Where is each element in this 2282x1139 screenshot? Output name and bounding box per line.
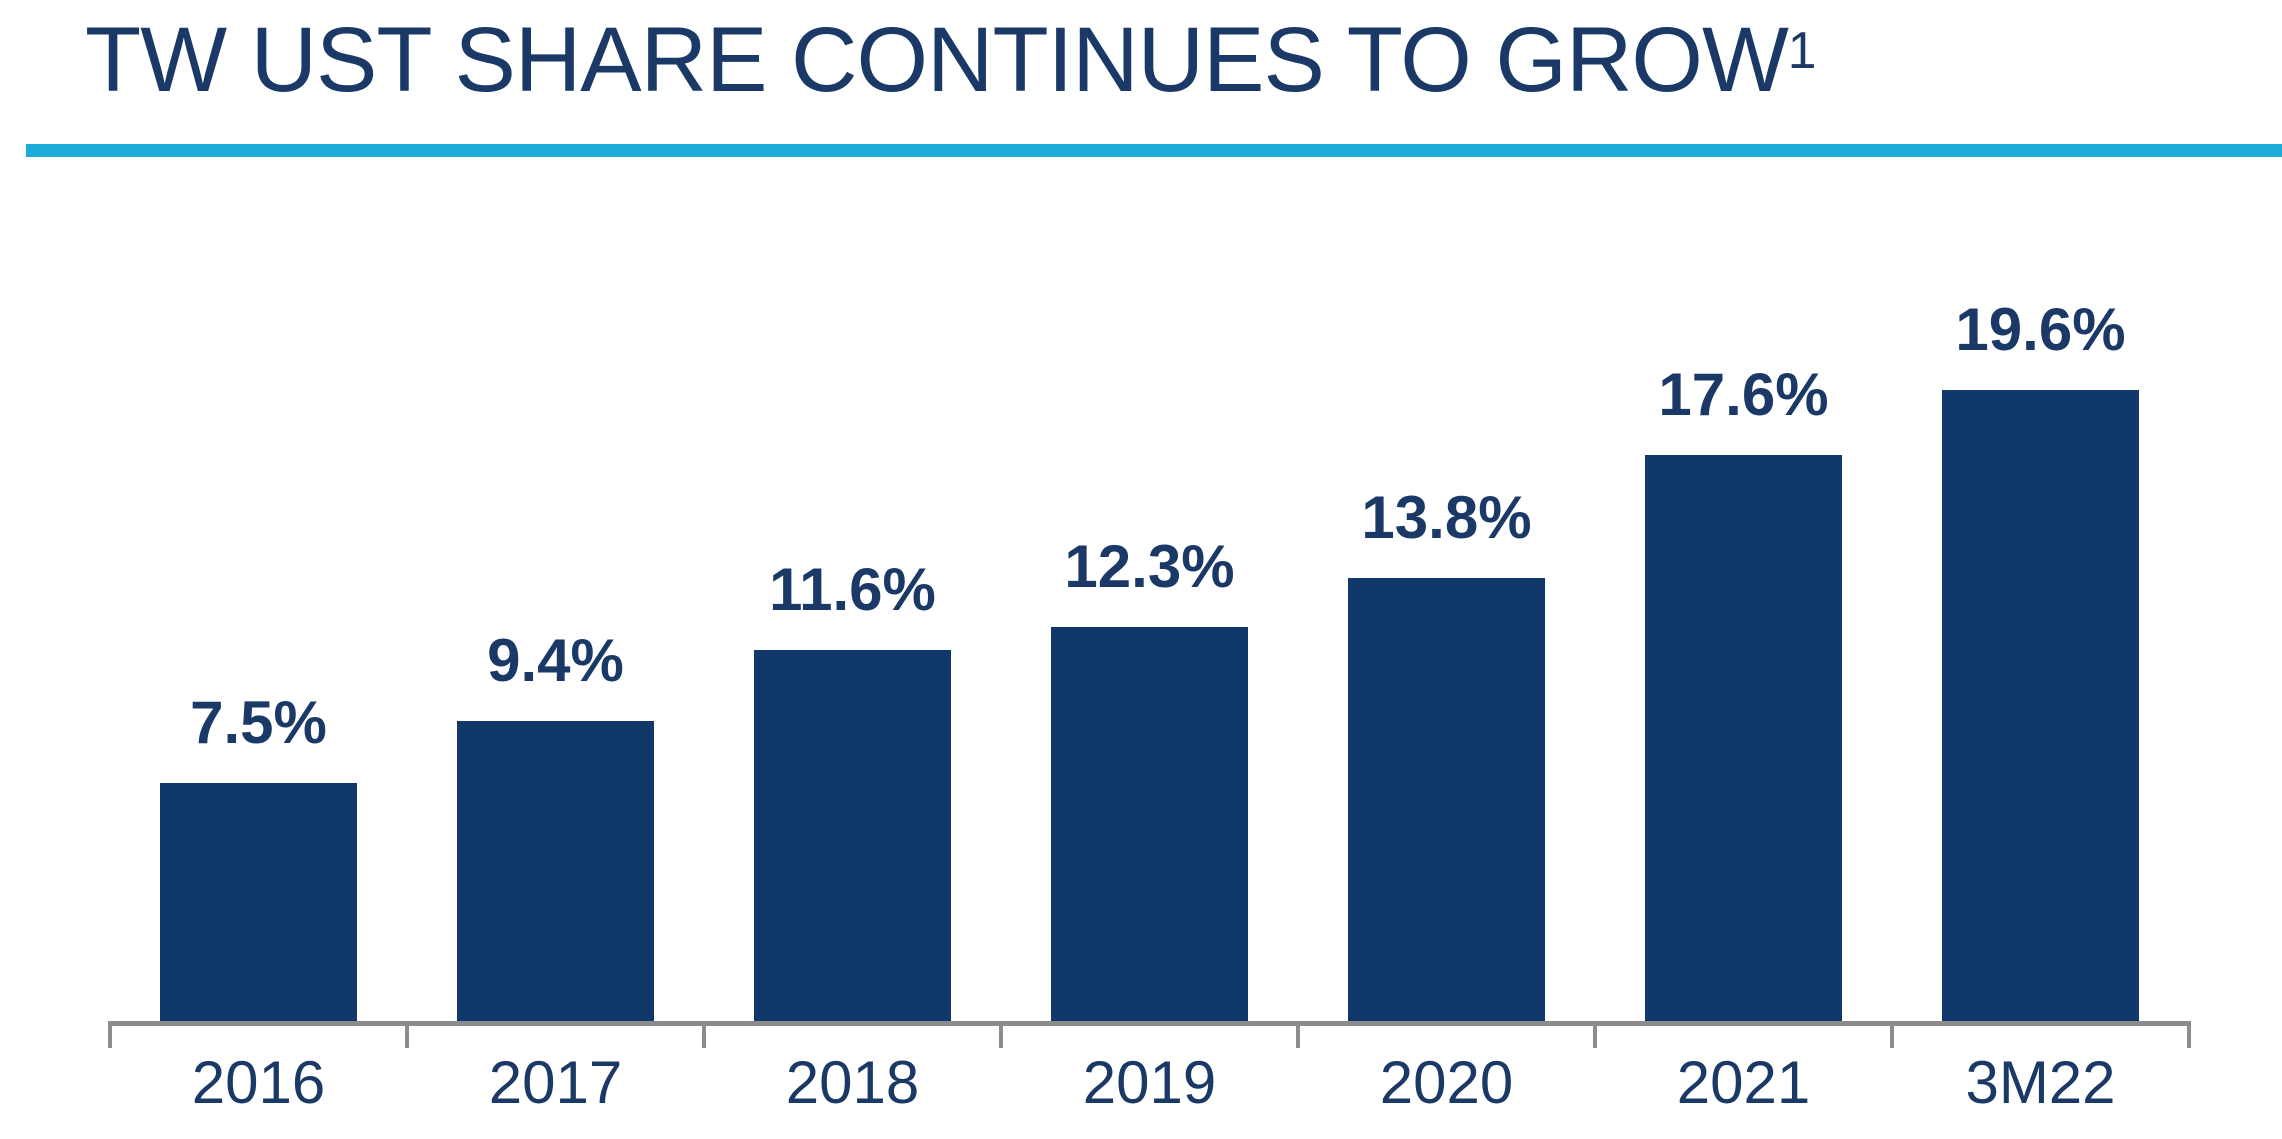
page-title: TW UST SHARE CONTINUES TO GROW1: [85, 14, 1817, 106]
x-axis-label-2017: 2017: [488, 1049, 623, 1116]
plot-area: 7.5% 9.4% 11.6% 12.3% 13.8% 17.6% 19.6%: [110, 0, 2189, 1026]
bar-value-label: 17.6%: [1658, 361, 1829, 428]
x-axis-line: [110, 1021, 2189, 1026]
x-axis-label-3M22: 3M22: [1965, 1049, 2116, 1116]
bar-column-2019: 12.3%: [1001, 0, 1298, 1026]
axis-tick: [999, 1021, 1003, 1048]
bar-2019: [1051, 627, 1248, 1026]
x-axis-label-2021: 2021: [1676, 1049, 1811, 1116]
bar-value-label: 13.8%: [1361, 484, 1532, 551]
x-axis-label-2018: 2018: [785, 1049, 920, 1116]
bar-column-2016: 7.5%: [110, 0, 407, 1026]
page-title-text: TW UST SHARE CONTINUES TO GROW: [85, 9, 1789, 111]
bar-value-label: 11.6%: [769, 556, 936, 623]
x-axis-label-2016: 2016: [191, 1049, 326, 1116]
bar-value-label: 7.5%: [190, 689, 327, 756]
footnote-marker: 1: [1787, 20, 1817, 79]
bar-column-2021: 17.6%: [1595, 0, 1892, 1026]
bar-2020: [1348, 578, 1545, 1026]
bar-column-3M22: 19.6%: [1892, 0, 2189, 1026]
axis-tick: [702, 1021, 706, 1048]
bar-value-label: 19.6%: [1955, 296, 2126, 363]
axis-tick: [1296, 1021, 1300, 1048]
bar-2017: [457, 721, 654, 1026]
bar-3M22: [1942, 390, 2139, 1026]
bar-column-2018: 11.6%: [704, 0, 1001, 1026]
bar-column-2020: 13.8%: [1298, 0, 1595, 1026]
axis-tick: [108, 1021, 112, 1048]
bar-2016: [160, 783, 357, 1026]
axis-tick: [405, 1021, 409, 1048]
bar-2021: [1645, 455, 1842, 1026]
bar-value-label: 9.4%: [487, 627, 624, 694]
x-axis-label-2019: 2019: [1082, 1049, 1217, 1116]
axis-tick: [1593, 1021, 1597, 1048]
title-accent-rule: [26, 144, 2282, 157]
bar-2018: [754, 650, 951, 1026]
axis-tick: [2187, 1021, 2191, 1048]
axis-tick: [1890, 1021, 1894, 1048]
bar-column-2017: 9.4%: [407, 0, 704, 1026]
bar-value-label: 12.3%: [1064, 533, 1235, 600]
x-axis-label-2020: 2020: [1379, 1049, 1514, 1116]
